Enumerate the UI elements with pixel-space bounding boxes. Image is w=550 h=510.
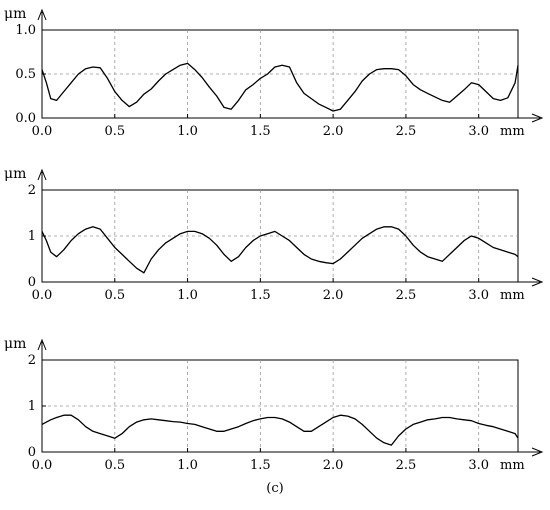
x-tick-label: 0.0 <box>32 124 53 139</box>
x-tick-label: 1.5 <box>250 124 271 139</box>
x-tick-label: 0.0 <box>32 288 53 303</box>
x-tick-label: 2.5 <box>396 124 417 139</box>
y-axis-arrow <box>37 8 47 21</box>
x-unit-label: mm <box>500 124 525 139</box>
x-axis-arrow <box>531 113 544 123</box>
y-tick-label: 0.5 <box>15 67 36 82</box>
profile-line <box>41 62 519 112</box>
x-tick-label: 0.0 <box>32 458 53 473</box>
chart-panel-3: 0.0 0.5 1.0 1.5 2.0 2.5 3.0 0 1 2μm mm <box>4 336 544 473</box>
y-tick-label: 2 <box>28 353 36 368</box>
y-tick-label: 1 <box>28 229 36 244</box>
x-tick-label: 1.5 <box>250 458 271 473</box>
y-unit-label: μm <box>4 6 26 22</box>
x-tick-label: 1.5 <box>250 288 271 303</box>
y-tick-label: 2 <box>28 183 36 198</box>
x-tick-label: 3.0 <box>468 124 489 139</box>
chart-panel-2: 0.0 0.5 1.0 1.5 2.0 2.5 3.0 0 1 2μm mm <box>4 166 544 303</box>
x-tick-label: 2.0 <box>323 124 344 139</box>
x-axis-arrow <box>531 447 544 457</box>
x-axis-arrow <box>531 277 544 287</box>
x-tick-label: 0.5 <box>104 458 125 473</box>
x-tick-label: 0.5 <box>104 124 125 139</box>
x-tick-label: 2.5 <box>396 288 417 303</box>
profile-line <box>41 414 519 446</box>
x-tick-label: 1.0 <box>177 288 198 303</box>
x-tick-label: 2.0 <box>323 288 344 303</box>
x-tick-label: 1.0 <box>177 458 198 473</box>
y-tick-label: 0.0 <box>15 111 36 126</box>
y-tick-label: 0 <box>28 275 36 290</box>
y-tick-label: 0 <box>28 445 36 460</box>
y-unit-label: μm <box>4 166 26 182</box>
x-tick-label: 0.5 <box>104 288 125 303</box>
y-tick-label: 1 <box>28 399 36 414</box>
y-tick-label: 1.0 <box>15 23 36 38</box>
y-unit-label: μm <box>4 336 26 352</box>
x-tick-label: 2.5 <box>396 458 417 473</box>
x-unit-label: mm <box>500 458 525 473</box>
x-tick-label: 3.0 <box>468 458 489 473</box>
figure-caption: (c) <box>266 481 284 496</box>
y-axis-arrow <box>37 168 47 181</box>
profile-line <box>41 226 519 274</box>
x-unit-label: mm <box>500 288 525 303</box>
x-tick-label: 3.0 <box>468 288 489 303</box>
y-axis-arrow <box>37 338 47 351</box>
x-tick-label: 1.0 <box>177 124 198 139</box>
x-tick-label: 2.0 <box>323 458 344 473</box>
